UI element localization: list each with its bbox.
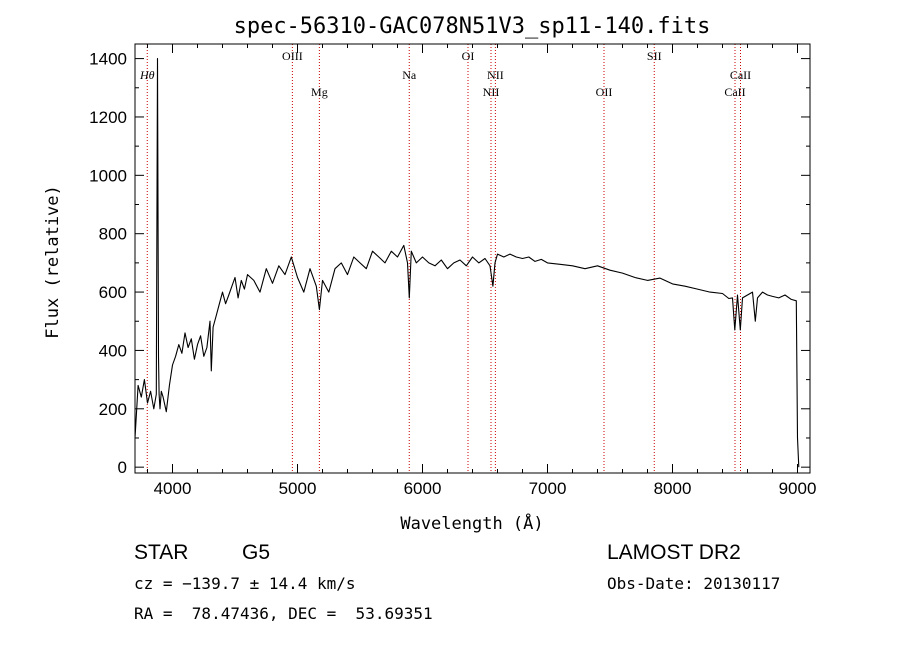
y-tick-label-2: 400 (99, 341, 127, 360)
x-tick-label-4: 8000 (654, 479, 692, 498)
spectral-line-markers: Hθ OIII Mg Na OI NII NII OII SII CaII CaII (139, 44, 751, 473)
x-tick-label-1: 5000 (279, 479, 317, 498)
y-tick-label-0: 0 (118, 458, 127, 477)
survey-name: LAMOST DR2 (607, 541, 741, 564)
axis-tick-labels: 4000 5000 6000 7000 8000 9000 0 200 400 600 800 100… (89, 50, 816, 498)
line-label-8: SII (647, 49, 662, 63)
x-tick-label-5: 9000 (779, 479, 817, 498)
x-tick-label-2: 6000 (404, 479, 442, 498)
line-label-9: CaII (724, 85, 745, 99)
x-tick-label-0: 4000 (154, 479, 192, 498)
y-tick-label-3: 600 (99, 283, 127, 302)
line-label-0: Hθ (139, 68, 155, 82)
axis-ticks (135, 44, 810, 473)
y-tick-label-7: 1400 (89, 50, 127, 69)
line-label-1: OIII (282, 49, 303, 63)
line-label-7: OII (596, 85, 613, 99)
y-tick-label-5: 1000 (89, 166, 127, 185)
spectrum-line-0 (134, 58, 800, 468)
spectrum-series (134, 58, 800, 468)
line-label-3: Na (402, 68, 417, 82)
y-tick-label-4: 800 (99, 225, 127, 244)
line-label-6: NII (487, 68, 504, 82)
redshift-value: cz = −139.7 ± 14.4 km/s (134, 574, 356, 593)
spectral-subclass: G5 (242, 541, 270, 564)
coordinates: RA = 78.47436, DEC = 53.69351 (134, 604, 433, 623)
y-axis-label: Flux (relative) (43, 185, 63, 339)
plot-frame (134, 43, 811, 474)
x-tick-label-3: 7000 (529, 479, 567, 498)
chart-title: spec-56310-GAC078N51V3_sp11-140.fits (234, 14, 711, 39)
line-label-4: OI (462, 49, 475, 63)
line-label-10: CaII (730, 68, 751, 82)
y-tick-label-1: 200 (99, 400, 127, 419)
x-axis-label: Wavelength (Å) (400, 512, 543, 534)
object-type: STAR (134, 541, 188, 564)
line-label-5: NII (483, 85, 500, 99)
observation-date: Obs-Date: 20130117 (607, 574, 780, 593)
line-label-2: Mg (311, 85, 328, 99)
y-tick-label-6: 1200 (89, 108, 127, 127)
